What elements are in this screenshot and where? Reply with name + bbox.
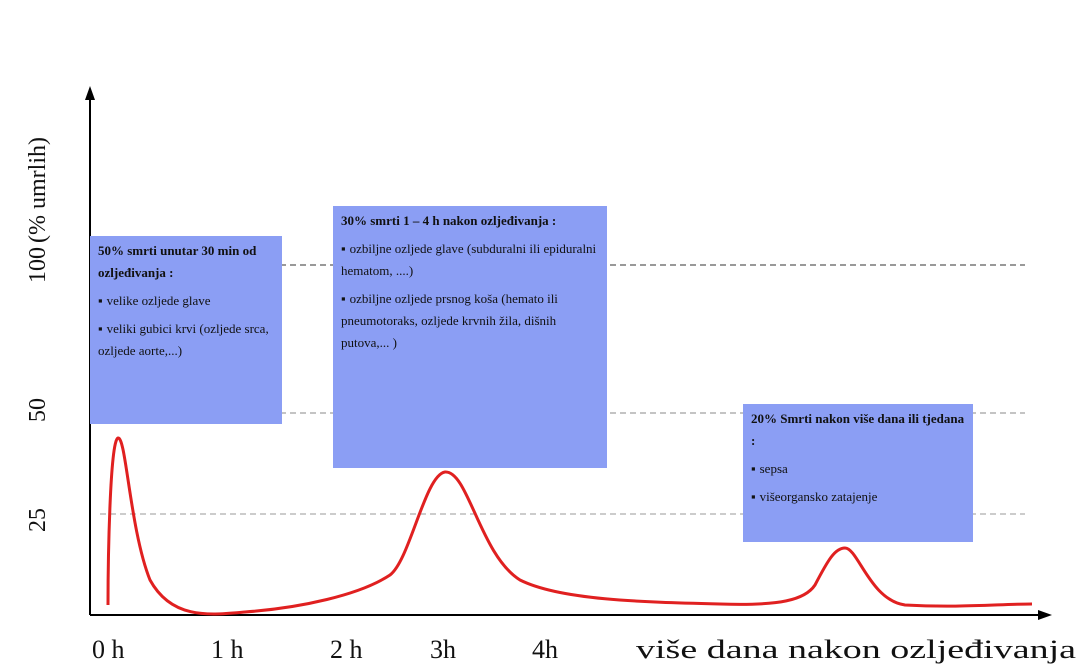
y-tick-100: 100: [25, 247, 51, 283]
y-axis-label: (% umrlih): [25, 137, 51, 243]
box-item: višeorgansko zatajenje: [751, 486, 965, 508]
x-tick-2h: 2 h: [330, 635, 363, 664]
y-tick-25: 25: [25, 508, 51, 532]
box-item: velike ozljede glave: [98, 290, 274, 312]
y-axis-arrow-icon: [85, 86, 95, 100]
x-tick-0h: 0 h: [92, 635, 125, 664]
box-title: 30% smrti 1 – 4 h nakon ozljeđivanja :: [341, 213, 557, 228]
annotation-box-1-4h: 30% smrti 1 – 4 h nakon ozljeđivanja : o…: [333, 206, 607, 468]
box-item: sepsa: [751, 458, 965, 480]
mortality-curve: [106, 436, 1033, 616]
x-tick-1h: 1 h: [211, 635, 244, 664]
x-tick-3h: 3h: [430, 635, 456, 664]
annotation-box-30min: 50% smrti unutar 30 min od ozljeđivanja …: [90, 236, 282, 424]
x-tick-4h: 4h: [532, 635, 558, 664]
y-tick-50: 50: [25, 398, 51, 422]
box-title: 50% smrti unutar 30 min od ozljeđivanja …: [98, 243, 257, 280]
box-item: ozbiljne ozljede prsnog koša (hemato ili…: [341, 288, 599, 354]
box-title: 20% Smrti nakon više dana ili tjedana :: [751, 411, 965, 448]
annotation-box-days: 20% Smrti nakon više dana ili tjedana : …: [743, 404, 973, 542]
x-tick-later: više dana nakon ozljeđivanja: [636, 635, 1077, 664]
x-axis-arrow-icon: [1038, 610, 1052, 620]
box-item: veliki gubici krvi (ozljede srca, ozljed…: [98, 318, 274, 362]
box-item: ozbiljne ozljede glave (subduralni ili e…: [341, 238, 599, 282]
